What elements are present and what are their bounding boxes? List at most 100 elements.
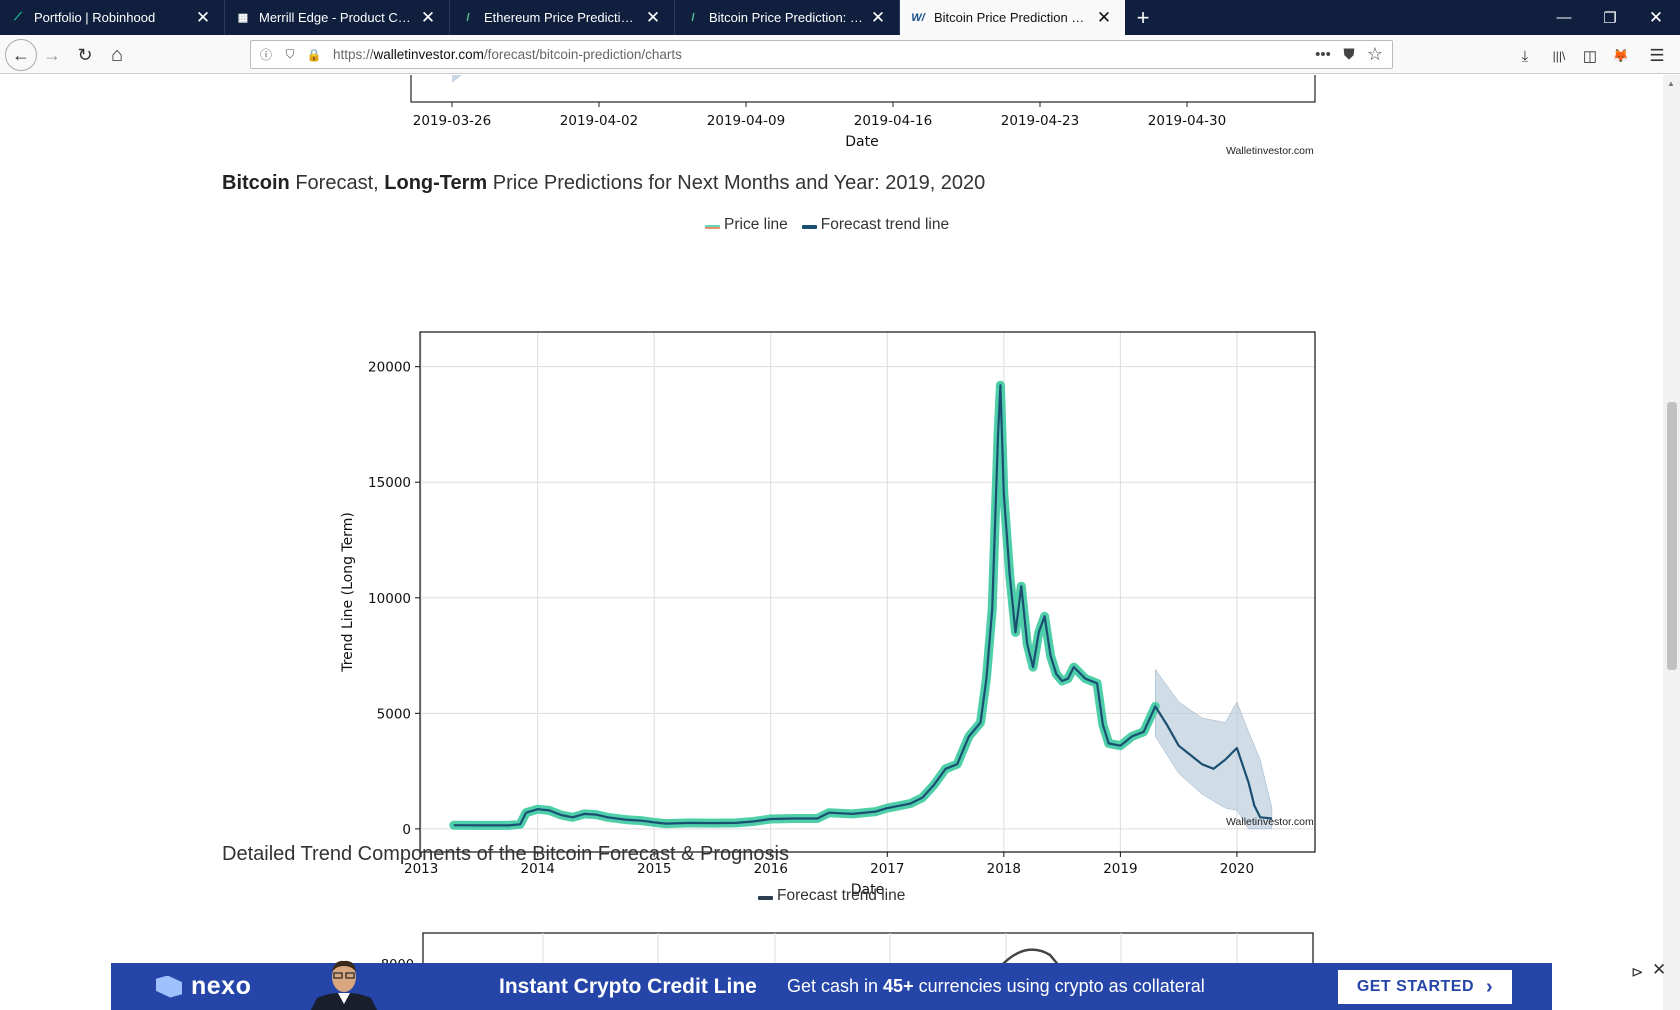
close-icon[interactable]: ✕ <box>870 7 886 27</box>
x-tick-label: 2019-03-26 <box>413 113 491 129</box>
info-icon[interactable]: ⓘ <box>259 48 272 62</box>
top-chart-credit: Walletinvestor.com <box>1226 145 1314 157</box>
tab-title: Bitcoin Price Prediction Charts <box>934 10 1089 25</box>
address-bar[interactable]: ⓘ ⛉ 🔒 https://walletinvestor.com/forecas… <box>250 40 1393 69</box>
restore-icon[interactable]: ❐ <box>1603 9 1617 27</box>
tab-bitcoin-charts[interactable]: W/ Bitcoin Price Prediction Charts ✕ <box>900 0 1125 35</box>
walletinvestor-icon: / <box>691 11 695 24</box>
pocket-icon[interactable]: ⛊ <box>1343 46 1355 63</box>
arrow-right-icon: → <box>43 44 61 65</box>
confidence-band <box>1155 668 1273 830</box>
forecast-trend-line <box>453 384 1273 827</box>
chart-legend-2: Forecast trend line <box>758 887 905 905</box>
page-actions-icon[interactable]: ••• <box>1315 46 1331 63</box>
y-axis-ticks: 0 5000 10000 15000 20000 <box>368 360 420 838</box>
x-tick-label: 2020 <box>1220 861 1254 877</box>
top-chart: 2019-03-26 2019-04-02 2019-04-09 2019-04-16… <box>410 75 1316 150</box>
ad-close-icon[interactable]: ✕ <box>1652 960 1667 979</box>
navigation-bar: ← → ↻ ⌂ ⓘ ⛉ 🔒 https://walletinvestor.com… <box>0 35 1680 74</box>
home-button[interactable]: ⌂ <box>103 41 131 69</box>
ad-subtext: Get cash in 45+ currencies using crypto … <box>787 976 1205 997</box>
ad-sub-text: Get cash in <box>787 976 884 996</box>
close-icon[interactable]: ✕ <box>195 7 211 27</box>
y-axis-label: Trend Line (Long Term) <box>340 512 356 673</box>
tab-title: Bitcoin Price Prediction: down t <box>709 10 863 25</box>
tab-robinhood[interactable]: ⟋ Portfolio | Robinhood ✕ <box>0 0 225 35</box>
trend-line-swatch <box>758 896 773 900</box>
x-tick-label: 2019-04-02 <box>560 113 638 129</box>
trend-component-line <box>999 948 1061 968</box>
arrow-left-icon: ← <box>12 44 30 65</box>
ad-headline: Instant Crypto Credit Line <box>499 974 757 998</box>
nexo-logo: nexo <box>156 972 251 1001</box>
window-close-icon[interactable]: ✕ <box>1648 7 1664 27</box>
tab-bar: ⟋ Portfolio | Robinhood ✕ ▦ Merrill Edge… <box>0 0 1680 35</box>
x-tick-label: 2018 <box>987 861 1021 877</box>
cta-label: GET STARTED <box>1356 978 1475 995</box>
scrollbar-thumb[interactable] <box>1667 402 1677 670</box>
nexo-logo-icon <box>156 975 182 998</box>
heading-text: Price Predictions for Next Months and Ye… <box>487 172 986 194</box>
legend-label: Price line <box>724 216 788 233</box>
long-term-chart: 2013 2014 2015 2016 2017 2018 2019 2020 0 5000 10… <box>340 331 1316 898</box>
ad-sub-bold: 45+ <box>883 976 914 996</box>
tab-title: Merrill Edge - Product Class <box>259 10 413 25</box>
scroll-up-icon[interactable]: ▲ <box>1667 79 1675 88</box>
menu-icon[interactable]: ☰ <box>1649 46 1665 65</box>
ad-person-image <box>311 960 377 1010</box>
top-chart-xticks: 2019-03-26 2019-04-02 2019-04-09 2019-04-16… <box>413 102 1226 129</box>
tab-merrill[interactable]: ▦ Merrill Edge - Product Class ✕ <box>225 0 450 35</box>
person-shirt <box>338 993 350 1004</box>
y-tick-label: 20000 <box>368 360 411 376</box>
vertical-scrollbar[interactable]: ▲ <box>1663 75 1680 1010</box>
url-scheme: https:// <box>333 47 374 62</box>
x-tick-label: 2019-04-23 <box>1001 113 1079 129</box>
url-host: walletinvestor.com <box>373 47 484 62</box>
download-icon[interactable]: ⤓ <box>1521 47 1529 65</box>
legend-item-trend[interactable]: Forecast trend line <box>758 887 905 905</box>
url-text[interactable]: https://walletinvestor.com/forecast/bitc… <box>333 47 1310 62</box>
section-heading-trend-components: Detailed Trend Components of the Bitcoin… <box>222 843 789 865</box>
back-button[interactable]: ← <box>5 39 37 71</box>
new-tab-button[interactable]: + <box>1136 4 1150 30</box>
library-icon[interactable]: |||\ <box>1552 49 1566 63</box>
reload-icon: ↻ <box>77 44 93 65</box>
close-icon[interactable]: ✕ <box>1096 7 1112 27</box>
heading-bold-long-term: Long-Term <box>384 172 488 194</box>
reload-button[interactable]: ↻ <box>71 41 99 69</box>
forward-button[interactable]: → <box>38 41 66 69</box>
ad-brand: nexo <box>191 972 252 1000</box>
legend-item-price[interactable]: Price line <box>705 216 788 234</box>
tab-ethereum[interactable]: / Ethereum Price Prediction: down ✕ <box>450 0 675 35</box>
x-tick-label: 2017 <box>870 861 904 877</box>
home-icon: ⌂ <box>110 43 124 66</box>
close-icon[interactable]: ✕ <box>645 7 661 27</box>
top-chart-xlabel: Date <box>845 134 878 150</box>
get-started-button[interactable]: GET STARTED › <box>1338 970 1512 1004</box>
legend-item-trend[interactable]: Forecast trend line <box>801 216 949 234</box>
bookmark-star-icon[interactable]: ☆ <box>1366 44 1384 64</box>
tab-title: Ethereum Price Prediction: down <box>484 10 638 25</box>
chart-legend: Price line Forecast trend line <box>705 216 949 234</box>
glasses-icon <box>345 972 355 979</box>
adchoices-icon[interactable]: ⊳ <box>1631 964 1644 981</box>
tracking-shield-icon[interactable]: ⛉ <box>285 47 295 61</box>
price-line-swatch <box>705 225 720 229</box>
glasses-icon <box>333 972 343 979</box>
tab-bitcoin[interactable]: / Bitcoin Price Prediction: down t ✕ <box>675 0 900 35</box>
person-hair <box>332 960 356 972</box>
trend-line-swatch <box>801 225 817 229</box>
minimize-icon[interactable]: — <box>1556 9 1572 26</box>
close-icon[interactable]: ✕ <box>420 7 436 27</box>
y-tick-label: 15000 <box>368 475 411 491</box>
x-tick-label: 2014 <box>521 861 555 877</box>
ad-banner[interactable]: nexo Instant Crypto Credit Line Get cash… <box>111 960 1552 1010</box>
y-tick-label: 0 <box>402 822 411 838</box>
metamask-fox-icon[interactable]: 🦊 <box>1612 48 1630 63</box>
robinhood-feather-icon: ⟋ <box>14 11 22 23</box>
lock-icon[interactable]: 🔒 <box>306 47 322 62</box>
chart-frame <box>419 331 1316 853</box>
x-axis-ticks: 2013 2014 2015 2016 2017 2018 2019 2020 <box>404 852 1254 877</box>
sidebar-icon[interactable]: ◫ <box>1582 48 1598 65</box>
top-chart-frame <box>410 75 1316 103</box>
